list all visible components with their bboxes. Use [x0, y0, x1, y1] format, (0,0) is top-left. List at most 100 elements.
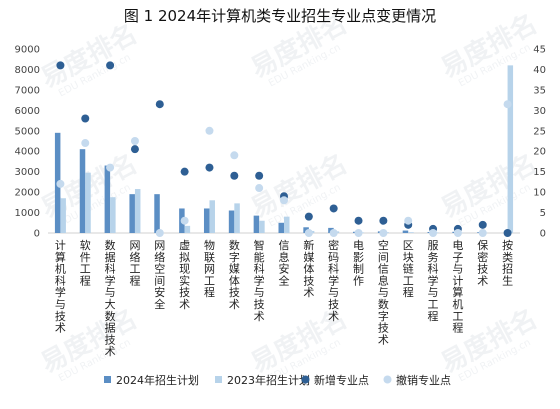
category-label: 计算机科学与技术	[55, 239, 66, 335]
data-point	[106, 61, 115, 70]
bar	[104, 165, 111, 233]
category-label: 虚拟现实技术	[179, 239, 190, 311]
data-point	[503, 229, 512, 237]
bar	[85, 172, 91, 233]
category-label: 保密技术	[477, 238, 488, 287]
bar	[259, 220, 265, 233]
y-right-tick-label: 25	[533, 126, 546, 137]
bar	[79, 149, 86, 233]
y-left-tick-label: 6000	[15, 106, 40, 117]
data-point	[503, 100, 512, 109]
y-left-tick-label: 0	[34, 229, 40, 240]
bar	[408, 232, 414, 233]
data-point	[255, 184, 264, 193]
category-label: 密码科学与技术	[328, 238, 339, 323]
y-left-tick-label: 7000	[15, 85, 40, 96]
category-label: 新媒体技术	[303, 238, 314, 299]
y-left-tick-label: 8000	[15, 65, 40, 76]
data-point	[354, 229, 363, 237]
y-right-tick-label: 0	[540, 229, 546, 240]
data-point	[304, 229, 313, 237]
legend-label: 新增专业点	[314, 373, 369, 387]
data-point	[81, 114, 90, 123]
data-point	[130, 137, 139, 145]
data-point	[404, 216, 413, 225]
y-left-tick-label: 1000	[15, 208, 40, 219]
legend-swatch	[383, 375, 392, 384]
category-labels: 计算机科学与技术 软件工程 数据科学与大数据技术 网络工程 网络空间安全 虚拟现实技术 物联…	[55, 238, 513, 358]
y-right-tick-label: 30	[533, 106, 546, 117]
legend-label: 撤销专业点	[396, 373, 451, 387]
data-point	[205, 163, 214, 172]
y-right-tick-label: 40	[533, 65, 546, 76]
category-label: 信息安全	[279, 239, 290, 287]
category-label: 网络空间安全	[154, 239, 165, 311]
data-point	[205, 126, 214, 135]
category-label: 空间信息与数字技术	[378, 238, 389, 346]
dot-layer	[56, 61, 512, 237]
category-label: 按类招生	[502, 238, 513, 287]
data-point	[155, 229, 164, 237]
bar	[60, 198, 66, 233]
data-point	[230, 151, 239, 160]
data-point	[230, 171, 239, 180]
data-point	[130, 145, 139, 154]
category-label: 智能科学与技术	[254, 238, 265, 323]
data-point	[280, 196, 288, 205]
data-point	[304, 212, 313, 221]
bar	[203, 208, 210, 233]
y-left-tick-label: 2000	[15, 188, 40, 199]
data-point	[56, 179, 65, 188]
data-point	[56, 61, 65, 70]
category-label: 区块链工程	[403, 239, 414, 299]
bar	[184, 225, 191, 233]
data-point	[329, 204, 338, 213]
category-label: 数据科学与大数据技术	[105, 239, 116, 358]
bar	[110, 197, 116, 233]
bar	[507, 65, 514, 233]
data-point	[478, 229, 487, 237]
category-label: 数字媒体技术	[229, 239, 240, 311]
category-label: 电子与计算机工程	[452, 239, 463, 335]
legend-swatch	[104, 376, 111, 383]
bar	[228, 210, 235, 233]
legend-label: 2024年招生计划	[116, 373, 199, 387]
data-point	[255, 171, 264, 180]
y-right-tick-label: 45	[533, 45, 546, 56]
y-left-tick-label: 5000	[15, 126, 40, 137]
category-label: 软件工程	[80, 238, 91, 287]
data-point	[329, 229, 338, 237]
y-left-tick-label: 4000	[15, 147, 40, 158]
y-right-tick-label: 20	[533, 147, 546, 158]
category-label: 物联网工程	[204, 238, 215, 299]
data-point	[354, 216, 363, 225]
y-right-tick-label: 10	[533, 188, 546, 199]
bar	[154, 194, 160, 233]
bar	[134, 189, 141, 233]
chart-title: 图 1 2024年计算机类专业招生专业点变更情况	[124, 7, 436, 25]
data-point	[180, 216, 189, 225]
data-point	[81, 139, 90, 148]
legend: 2024年招生计划 2023年招生计划 新增专业点 撤销专业点	[104, 373, 451, 387]
category-label: 服务科学与工程	[428, 239, 439, 323]
bar	[209, 200, 215, 233]
data-point	[155, 100, 164, 109]
bar	[129, 194, 135, 233]
data-point	[106, 163, 115, 172]
bar	[253, 215, 260, 233]
category-label: 电影制作	[353, 239, 364, 287]
y-right-tick-label: 15	[533, 167, 546, 178]
bar	[278, 222, 284, 233]
y-left-tick-label: 3000	[15, 167, 40, 178]
legend-swatch	[215, 376, 222, 383]
data-point	[429, 229, 438, 237]
legend-label: 2023年招生计划	[227, 373, 310, 387]
y-right-tick-label: 35	[533, 85, 546, 96]
data-point	[379, 229, 388, 237]
data-point	[453, 229, 462, 237]
